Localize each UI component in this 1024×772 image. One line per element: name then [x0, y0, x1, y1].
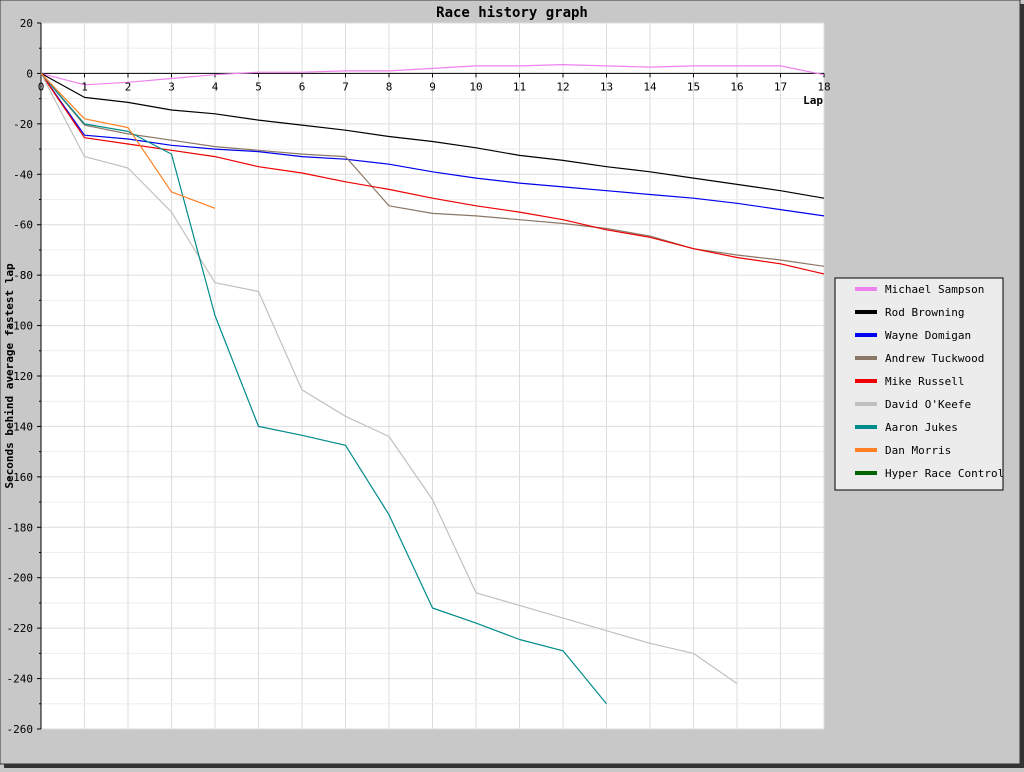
x-tick-label: 15 — [687, 80, 700, 93]
legend-label: Andrew Tuckwood — [885, 352, 984, 365]
legend-swatch — [855, 287, 877, 291]
y-tick-label: 20 — [20, 17, 33, 30]
y-tick-label: -200 — [7, 572, 34, 585]
legend-swatch — [855, 471, 877, 475]
x-tick-label: 7 — [342, 80, 349, 93]
x-tick-label: 10 — [469, 80, 482, 93]
legend-label: Rod Browning — [885, 306, 964, 319]
legend-label: Mike Russell — [885, 375, 964, 388]
legend-label: Wayne Domigan — [885, 329, 971, 342]
legend-swatch — [855, 310, 877, 314]
series-line-7 — [40, 72, 216, 209]
y-tick-label: -260 — [7, 723, 34, 736]
x-axis-label: Lap — [803, 94, 823, 107]
y-tick-label: -240 — [7, 673, 34, 686]
y-tick-label: -40 — [13, 168, 33, 181]
x-tick-label: 8 — [386, 80, 393, 93]
series-group — [40, 63, 825, 705]
axes — [37, 22, 825, 730]
x-tick-label: 13 — [600, 80, 613, 93]
x-tick-label: 18 — [817, 80, 830, 93]
y-tick-label: -180 — [7, 521, 34, 534]
legend-swatch — [855, 402, 877, 406]
legend-swatch — [855, 425, 877, 429]
x-tick-label: 12 — [556, 80, 569, 93]
legend-label: Dan Morris — [885, 444, 951, 457]
tick-labels: 200-20-40-60-80-100-120-140-160-180-200-… — [7, 17, 831, 736]
series-line-0 — [40, 63, 825, 86]
y-tick-label: -140 — [7, 420, 34, 433]
y-tick-label: -100 — [7, 320, 34, 333]
y-axis-label: Seconds behind average fastest lap — [3, 263, 16, 489]
x-tick-label: 6 — [299, 80, 306, 93]
y-tick-label: -20 — [13, 118, 33, 131]
x-tick-label: 3 — [168, 80, 175, 93]
legend-items: Michael Sampson Rod Browning Wayne Domigan… — [855, 283, 1004, 480]
y-tick-label: -80 — [13, 269, 33, 282]
series-line-1 — [40, 72, 825, 199]
series-line-6 — [40, 73, 607, 705]
x-tick-label: 0 — [38, 80, 45, 93]
x-tick-label: 5 — [255, 80, 262, 93]
legend-label: Hyper Race Control — [885, 467, 1004, 480]
x-tick-label: 14 — [643, 80, 657, 93]
legend-label: David O'Keefe — [885, 398, 971, 411]
y-tick-label: -120 — [7, 370, 34, 383]
legend-swatch — [855, 448, 877, 452]
y-tick-label: -60 — [13, 219, 33, 232]
series-line-2 — [40, 73, 825, 217]
grid — [40, 22, 825, 730]
x-tick-label: 16 — [730, 80, 743, 93]
x-tick-label: 9 — [429, 80, 436, 93]
legend-swatch — [855, 333, 877, 337]
x-tick-label: 11 — [513, 80, 526, 93]
x-tick-label: 17 — [774, 80, 787, 93]
series-line-4 — [40, 73, 825, 275]
chart-title: Race history graph — [436, 5, 588, 21]
x-tick-label: 1 — [81, 80, 88, 93]
y-tick-label: 0 — [26, 67, 33, 80]
legend-swatch — [855, 356, 877, 360]
y-tick-label: -160 — [7, 471, 34, 484]
x-tick-label: 4 — [212, 80, 219, 93]
series-line-5 — [40, 73, 738, 685]
legend-swatch — [855, 379, 877, 383]
legend-box — [834, 277, 1004, 491]
x-tick-label: 2 — [125, 80, 132, 93]
legend: Michael Sampson Rod Browning Wayne Domigan… — [834, 277, 1004, 491]
legend-label: Aaron Jukes — [885, 421, 958, 434]
legend-label: Michael Sampson — [885, 283, 984, 296]
y-tick-label: -220 — [7, 622, 34, 635]
